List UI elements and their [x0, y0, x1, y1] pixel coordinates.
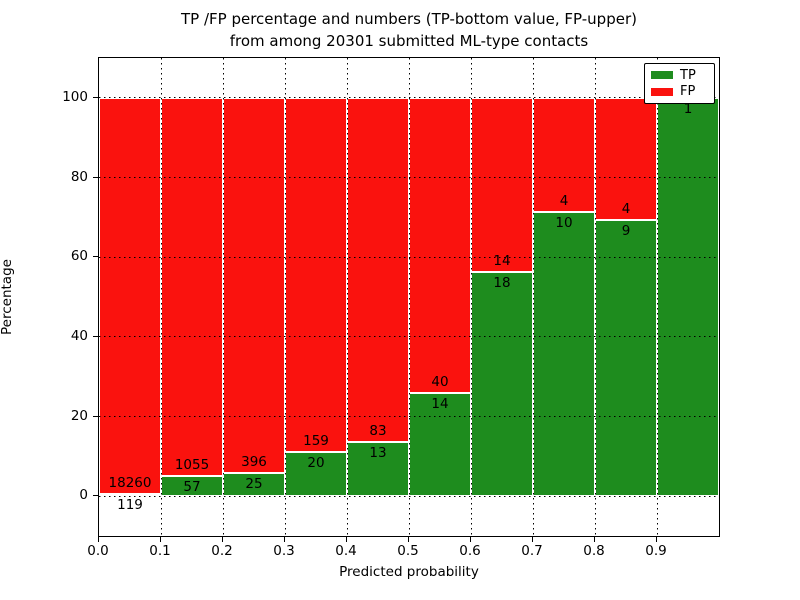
- fp-count-label: 18260: [108, 474, 152, 491]
- x-tick-mark: [532, 537, 533, 542]
- y-tick-label: 40: [70, 327, 88, 344]
- x-tick-label: 0.6: [459, 543, 481, 559]
- plot-area: 18260 119 1055 57 396 25 159 20 83 13 40 14 14 18 4 10 4…: [98, 57, 720, 537]
- tp-count-label: 57: [183, 478, 201, 495]
- legend-label-tp: TP: [680, 67, 696, 83]
- bar-segment-fp: [285, 97, 347, 452]
- bar-segment-tp: [657, 97, 719, 497]
- legend-entry-fp: FP: [651, 84, 708, 99]
- legend-swatch-tp: [651, 71, 673, 80]
- fp-count-label: 159: [303, 432, 329, 449]
- y-tick-label: 80: [70, 168, 88, 185]
- y-tick-mark: [93, 176, 98, 178]
- x-tick-label: 0.1: [149, 543, 171, 559]
- bar-segment-tp: [533, 211, 595, 497]
- bar-segment-fp: [161, 97, 223, 476]
- tp-count-label: 25: [245, 475, 263, 492]
- y-tick-label: 20: [70, 407, 88, 424]
- bar-segment-fp: [471, 97, 533, 273]
- x-axis-label: Predicted probability: [339, 564, 479, 580]
- bar-segment-fp: [223, 97, 285, 473]
- bar-segment-fp: [595, 97, 657, 221]
- y-tick-label: 60: [70, 248, 88, 265]
- chart-title-line2: from among 20301 submitted ML-type conta…: [229, 32, 589, 50]
- legend-label-fp: FP: [680, 84, 696, 100]
- bar-segment-tp: [347, 442, 409, 497]
- x-tick-label: 0.3: [273, 543, 295, 559]
- y-tick-mark: [93, 495, 98, 497]
- y-tick-mark: [93, 256, 98, 258]
- x-tick-mark: [98, 537, 99, 542]
- x-tick-mark: [222, 537, 223, 542]
- chart-title: TP /FP percentage and numbers (TP-bottom…: [98, 8, 720, 52]
- x-tick-label: 0.5: [397, 543, 419, 559]
- tp-count-label: 10: [555, 214, 573, 231]
- chart-title-line1: TP /FP percentage and numbers (TP-bottom…: [181, 10, 637, 28]
- x-tick-label: 0.4: [335, 543, 357, 559]
- x-tick-label: 0.9: [645, 543, 667, 559]
- x-tick-label: 0.0: [87, 543, 109, 559]
- legend-entry-tp: TP: [651, 68, 708, 83]
- legend-swatch-fp: [651, 87, 673, 96]
- tp-count-label: 18: [493, 275, 511, 292]
- fp-count-label: 4: [621, 201, 631, 218]
- fp-count-label: 396: [241, 453, 267, 470]
- x-tick-label: 0.2: [211, 543, 233, 559]
- gridline-vertical: [284, 58, 286, 536]
- x-tick-mark: [160, 537, 161, 542]
- gridline-vertical: [222, 58, 224, 536]
- x-tick-mark: [594, 537, 595, 542]
- fp-count-label: 4: [559, 192, 569, 209]
- tp-count-label: 14: [431, 395, 449, 412]
- fp-count-label: 40: [431, 373, 449, 390]
- bar-segment-fp: [409, 97, 471, 393]
- y-tick-mark: [93, 96, 98, 98]
- x-tick-label: 0.8: [583, 543, 605, 559]
- y-axis-label: Percentage: [0, 259, 15, 335]
- tp-count-label: 13: [369, 445, 387, 462]
- y-tick-label: 0: [79, 487, 88, 504]
- x-tick-mark: [656, 537, 657, 542]
- y-tick-mark: [93, 415, 98, 417]
- x-tick-label: 0.7: [521, 543, 543, 559]
- gridline-vertical: [594, 58, 596, 536]
- y-tick-mark: [93, 335, 98, 337]
- gridline-vertical: [408, 58, 410, 536]
- gridline-vertical: [346, 58, 348, 536]
- fp-count-label: 1055: [174, 456, 210, 473]
- x-tick-mark: [346, 537, 347, 542]
- tp-count-label: 9: [621, 223, 631, 240]
- fp-count-label: 83: [369, 423, 387, 440]
- legend: TP FP: [644, 63, 715, 104]
- gridline-vertical: [532, 58, 534, 536]
- x-tick-mark: [470, 537, 471, 542]
- bar-segment-fp: [99, 97, 161, 494]
- bar-segment-tp: [595, 220, 657, 497]
- gridline-vertical: [470, 58, 472, 536]
- y-tick-label: 100: [62, 88, 88, 105]
- bar-segment-fp: [347, 97, 409, 443]
- tp-count-label: 20: [307, 454, 325, 471]
- gridline-vertical: [160, 58, 162, 536]
- gridline-vertical: [656, 58, 658, 536]
- x-tick-mark: [408, 537, 409, 542]
- x-tick-mark: [284, 537, 285, 542]
- bar-segment-tp: [409, 392, 471, 497]
- tp-count-label: 1: [683, 100, 693, 117]
- fp-count-label: 14: [493, 253, 511, 270]
- bar-segment-tp: [471, 272, 533, 497]
- tp-count-label: 119: [117, 496, 143, 513]
